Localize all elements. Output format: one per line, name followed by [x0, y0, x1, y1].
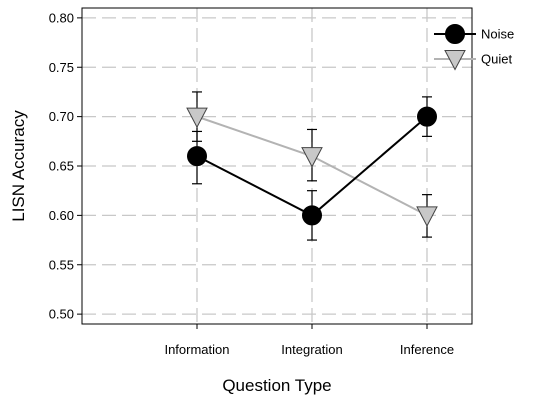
- y-tick-label: 0.55: [49, 257, 74, 272]
- y-tick-label: 0.70: [49, 109, 74, 124]
- x-axis: Information Integration Inference: [164, 324, 454, 357]
- y-axis: 0.50 0.55 0.60 0.65 0.70 0.75 0.80: [49, 10, 82, 322]
- x-tick-label: Inference: [400, 342, 454, 357]
- legend-marker-quiet: [444, 50, 466, 71]
- point-noise: [417, 106, 437, 127]
- x-axis-title: Question Type: [222, 376, 331, 395]
- y-tick-label: 0.50: [49, 307, 74, 322]
- legend: Noise Quiet: [434, 24, 514, 71]
- legend-label-noise: Noise: [481, 27, 514, 42]
- point-quiet: [416, 206, 438, 227]
- plot-frame: [81, 7, 473, 325]
- series-noise: [187, 96, 437, 241]
- series-quiet: [186, 91, 438, 238]
- point-noise: [187, 146, 207, 167]
- y-tick-label: 0.80: [49, 10, 74, 25]
- y-tick-label: 0.75: [49, 60, 74, 75]
- x-tick-label: Integration: [281, 342, 342, 357]
- point-quiet: [301, 147, 323, 168]
- x-tick-label: Information: [164, 342, 229, 357]
- legend-marker-noise: [445, 24, 465, 44]
- series: [186, 91, 438, 241]
- y-axis-title: LISN Accuracy: [9, 110, 28, 222]
- point-quiet: [186, 107, 208, 129]
- legend-label-quiet: Quiet: [481, 52, 512, 67]
- y-tick-label: 0.60: [49, 208, 74, 223]
- point-noise: [302, 205, 322, 226]
- y-tick-label: 0.65: [49, 159, 74, 174]
- grid: [82, 8, 472, 324]
